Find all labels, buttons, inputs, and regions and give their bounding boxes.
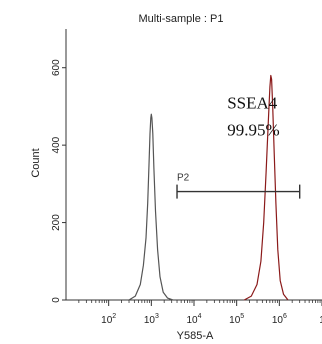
x-tick-label-4: 106	[272, 313, 287, 326]
x-axis-label: Y585-A	[177, 330, 214, 342]
annotation-2: 99.95%	[227, 120, 279, 139]
x-tick-label-2: 104	[186, 313, 201, 326]
histogram-series-1	[128, 113, 174, 301]
y-axis-label: Count	[30, 148, 42, 177]
histogram-series-2	[243, 74, 289, 301]
annotation-1: SSEA4	[227, 93, 278, 112]
x-tick-label-0: 102	[101, 313, 116, 326]
x-tick-label-3: 105	[229, 313, 244, 326]
gate-label: P2	[177, 173, 190, 184]
x-tick-label-1: 103	[144, 313, 159, 326]
plot-area: 0 200 400 600 102 103 104 105 106 1 P2 SSEA4 99.95%	[51, 29, 322, 326]
y-tick-label-0: 0	[51, 297, 62, 303]
y-tick-label-600: 600	[51, 59, 62, 76]
y-tick-label-400: 400	[51, 136, 62, 153]
chart-title: Multi-sample : P1	[139, 13, 224, 25]
y-tick-label-200: 200	[51, 214, 62, 231]
x-tick-label-5: 1	[319, 315, 322, 326]
